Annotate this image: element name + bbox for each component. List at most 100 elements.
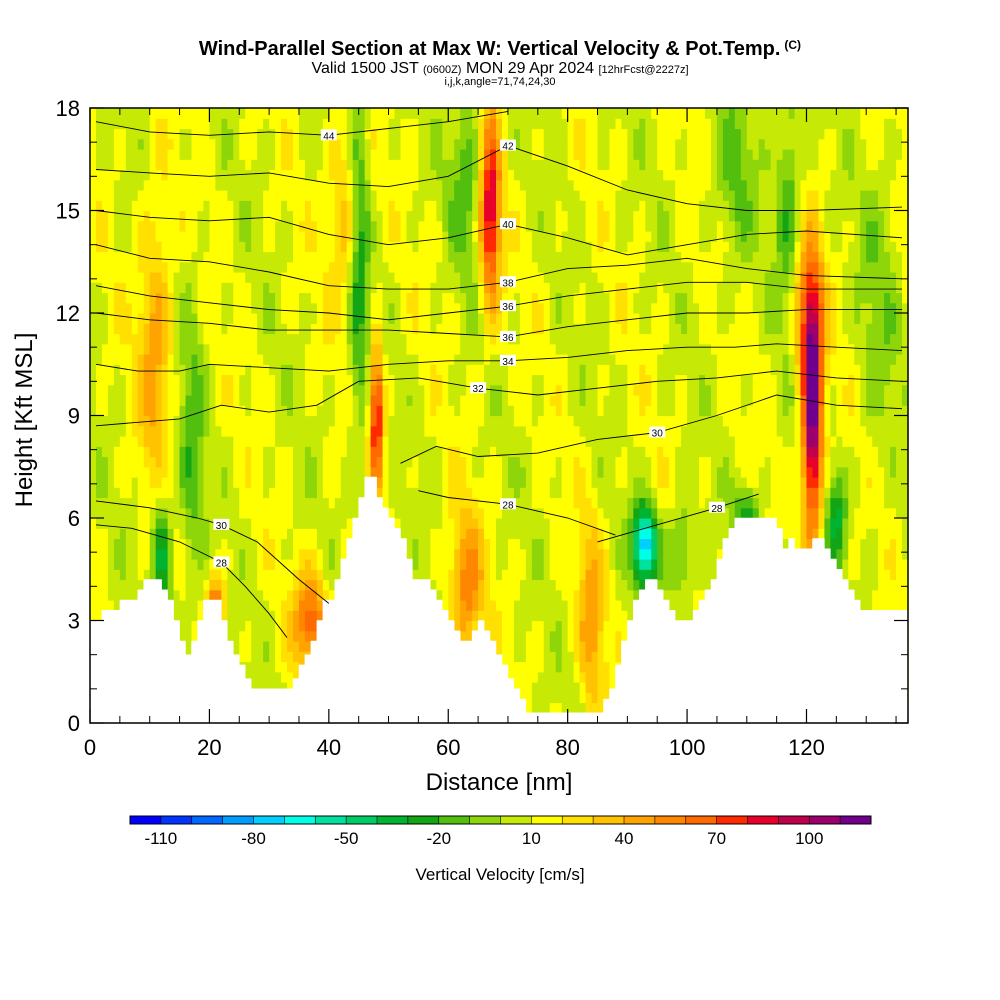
w-cell — [537, 415, 545, 427]
w-cell — [322, 302, 330, 314]
w-cell — [543, 661, 551, 673]
w-cell — [549, 548, 557, 560]
w-cell — [352, 200, 360, 212]
w-cell — [454, 456, 461, 468]
w-cell — [245, 220, 252, 232]
w-cell — [370, 220, 378, 232]
w-cell — [233, 415, 240, 427]
w-cell — [370, 241, 378, 253]
w-cell — [143, 528, 151, 540]
w-cell — [215, 169, 222, 181]
w-cell — [406, 313, 414, 324]
w-cell — [364, 251, 372, 263]
w-cell — [310, 323, 318, 335]
w-cell — [382, 384, 390, 396]
w-cell — [119, 149, 127, 160]
w-cell — [251, 292, 258, 304]
w-cell — [454, 487, 461, 499]
w-cell — [113, 374, 121, 386]
w-cell — [334, 251, 342, 263]
w-cell — [197, 487, 205, 499]
w-cell — [334, 425, 342, 437]
w-cell — [137, 282, 145, 294]
w-cell — [525, 671, 533, 683]
w-cell — [561, 261, 569, 273]
w-cell — [567, 630, 575, 642]
w-cell — [298, 354, 306, 365]
w-cell — [281, 374, 288, 386]
w-cell — [448, 477, 455, 488]
w-cell — [191, 497, 199, 509]
w-cell — [543, 569, 551, 581]
w-cell — [281, 661, 288, 673]
w-cell — [412, 343, 419, 355]
w-cell — [275, 384, 282, 396]
w-cell — [573, 343, 581, 355]
w-cell — [275, 138, 282, 150]
w-cell — [287, 610, 294, 622]
w-cell — [119, 128, 127, 140]
w-cell — [466, 190, 473, 201]
w-cell — [543, 323, 551, 335]
w-cell — [513, 507, 521, 519]
w-cell — [352, 497, 360, 509]
grid-params: i,j,k,angle=71,74,24,30 — [444, 76, 556, 88]
w-cell — [275, 343, 282, 355]
w-cell — [161, 220, 169, 232]
w-cell — [472, 425, 479, 437]
w-cell — [209, 405, 216, 417]
w-cell — [119, 179, 127, 191]
w-cell — [513, 538, 521, 550]
w-cell — [322, 456, 330, 468]
w-cell — [137, 272, 145, 283]
w-cell — [90, 210, 97, 222]
w-cell — [352, 487, 360, 499]
w-cell — [304, 477, 312, 488]
w-cell — [328, 210, 336, 222]
w-cell — [513, 415, 521, 427]
w-cell — [298, 220, 306, 232]
w-cell — [478, 169, 485, 181]
w-cell — [567, 702, 575, 714]
w-cell — [430, 190, 437, 201]
w-cell — [281, 528, 288, 540]
w-cell — [460, 415, 467, 427]
w-cell — [340, 487, 348, 499]
w-cell — [513, 425, 521, 437]
w-cell — [227, 559, 234, 570]
w-cell — [424, 569, 431, 581]
w-cell — [316, 384, 324, 396]
w-cell — [179, 282, 187, 294]
w-cell — [203, 405, 211, 417]
w-cell — [287, 282, 294, 294]
w-cell — [340, 343, 348, 355]
w-cell — [376, 384, 384, 396]
w-cell — [90, 292, 97, 304]
w-cell — [454, 292, 461, 304]
w-cell — [101, 548, 109, 560]
w-cell — [107, 159, 115, 171]
w-cell — [131, 333, 139, 345]
w-cell — [185, 302, 193, 314]
w-cell — [334, 569, 342, 581]
w-cell — [293, 179, 300, 191]
w-cell — [573, 518, 581, 529]
w-cell — [507, 425, 515, 437]
w-cell — [334, 507, 342, 519]
w-cell — [567, 569, 575, 581]
w-cell — [573, 159, 581, 171]
w-cell — [567, 477, 575, 488]
w-cell — [501, 149, 509, 160]
w-cell — [209, 333, 216, 345]
w-cell — [460, 118, 467, 130]
w-cell — [543, 395, 551, 406]
w-cell — [472, 354, 479, 365]
w-cell — [167, 179, 175, 191]
w-cell — [555, 354, 563, 365]
w-cell — [519, 231, 527, 242]
w-cell — [555, 477, 563, 488]
w-cell — [251, 507, 258, 519]
w-cell — [107, 149, 115, 160]
w-cell — [293, 466, 300, 478]
w-cell — [215, 477, 222, 488]
